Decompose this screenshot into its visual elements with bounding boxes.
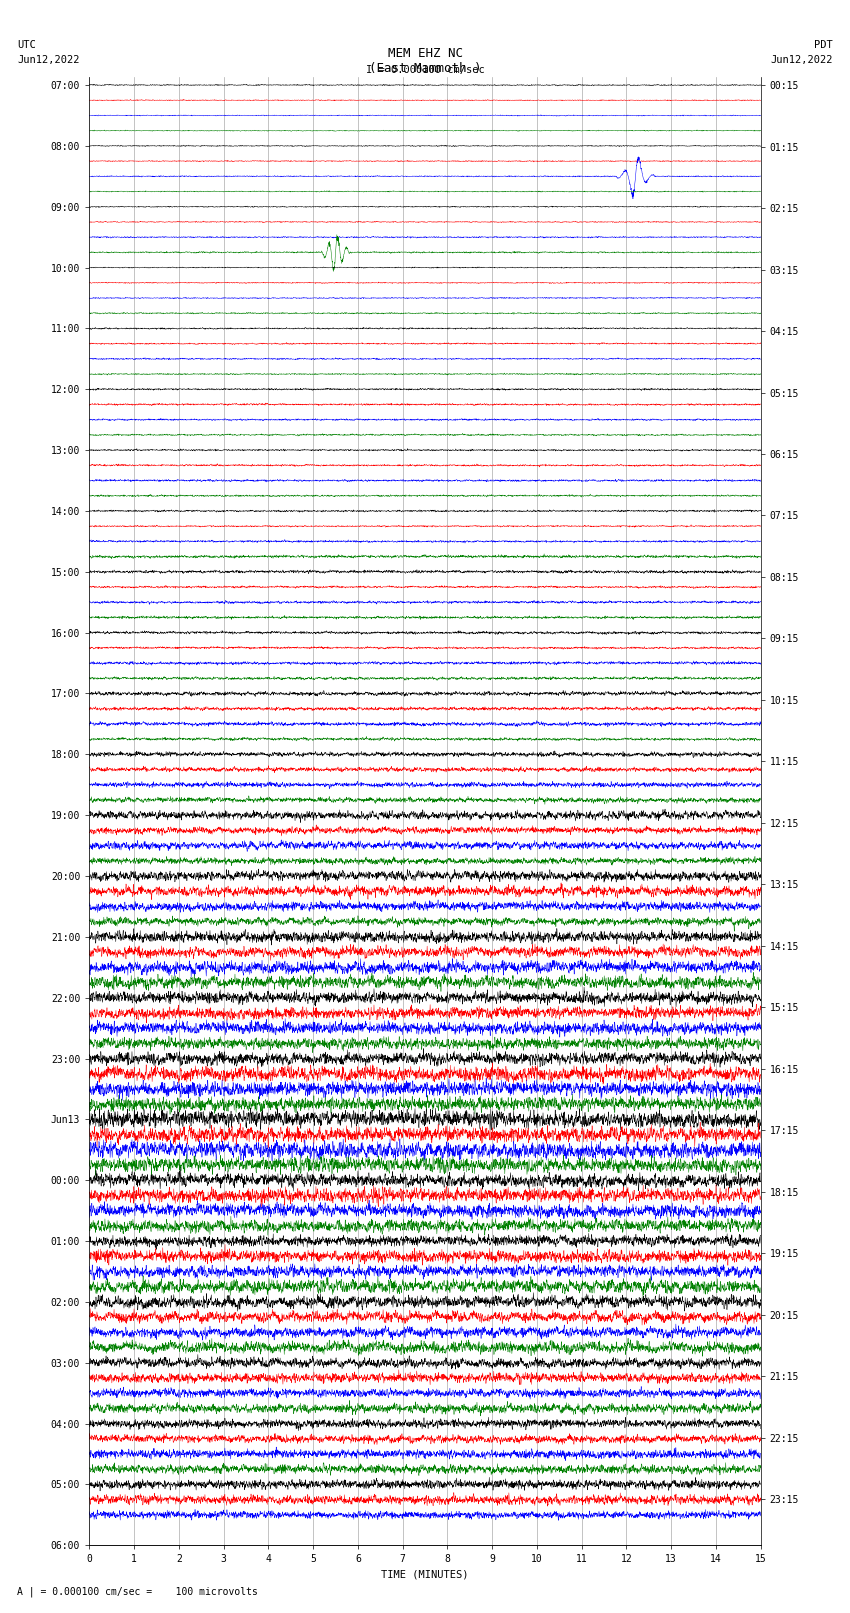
Text: UTC: UTC [17,40,36,50]
Text: A | = 0.000100 cm/sec =    100 microvolts: A | = 0.000100 cm/sec = 100 microvolts [17,1586,258,1597]
Text: PDT: PDT [814,40,833,50]
Text: Jun12,2022: Jun12,2022 [17,55,80,65]
X-axis label: TIME (MINUTES): TIME (MINUTES) [382,1569,468,1579]
Text: I = 0.000100 cm/sec: I = 0.000100 cm/sec [366,65,484,74]
Title: MEM EHZ NC
(East Mammoth ): MEM EHZ NC (East Mammoth ) [369,47,481,74]
Text: Jun12,2022: Jun12,2022 [770,55,833,65]
